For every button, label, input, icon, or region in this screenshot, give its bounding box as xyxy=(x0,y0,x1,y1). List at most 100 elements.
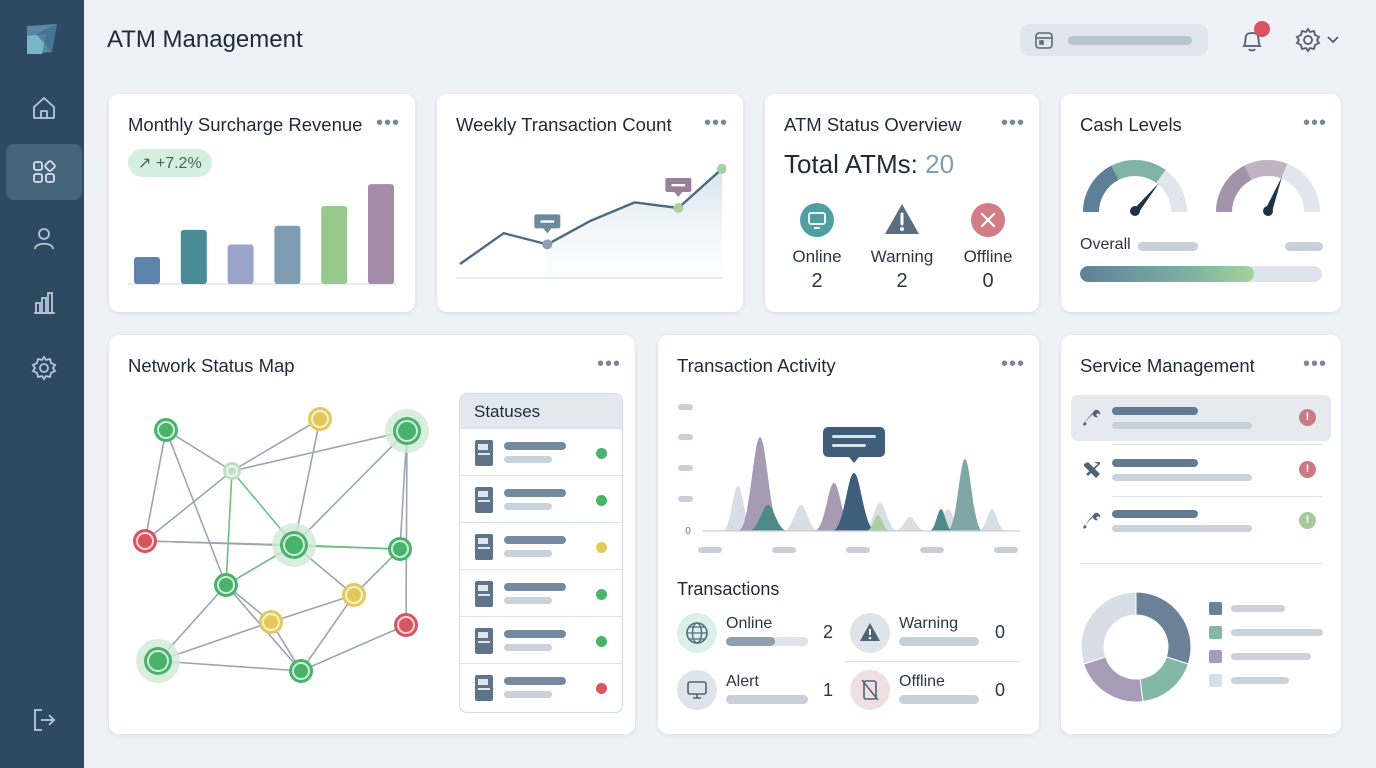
more-options-icon[interactable]: ••• xyxy=(376,112,401,134)
y-axis-zero: 0 xyxy=(685,526,691,537)
weekly-line-chart xyxy=(456,163,726,279)
network-link xyxy=(300,594,355,672)
status-row-subbar xyxy=(504,503,552,510)
tx-online-bar xyxy=(726,637,808,646)
status-online-label: Online xyxy=(792,247,842,266)
network-node-ring xyxy=(345,586,363,604)
service-item[interactable]: ! xyxy=(1071,447,1331,493)
more-options-icon[interactable]: ••• xyxy=(704,112,729,134)
status-row-bar xyxy=(504,536,566,544)
x-tick xyxy=(846,547,870,553)
gauge-hub xyxy=(1263,206,1273,216)
network-link xyxy=(293,430,408,546)
weekly-tooltip-tail xyxy=(674,192,683,197)
warning-icon xyxy=(885,204,919,234)
x-tick xyxy=(920,547,944,553)
sidebar-item-reports[interactable] xyxy=(6,274,82,330)
weekly-tooltip-line xyxy=(540,220,555,223)
sidebar-item-home[interactable] xyxy=(6,80,82,136)
card-title: ATM Status Overview xyxy=(784,114,962,135)
cash-gauge xyxy=(1216,160,1320,216)
logout-icon xyxy=(34,709,56,731)
more-options-icon[interactable]: ••• xyxy=(597,353,622,375)
atm-icon xyxy=(475,440,493,466)
activity-peak xyxy=(832,473,876,531)
close-icon xyxy=(971,203,1005,237)
status-row[interactable] xyxy=(460,522,622,569)
network-link xyxy=(157,660,302,672)
logout-button[interactable] xyxy=(6,692,82,748)
atm-icon xyxy=(475,581,493,607)
legend-bar xyxy=(1231,629,1323,636)
card-title: Weekly Transaction Count xyxy=(456,114,672,135)
more-options-icon[interactable]: ••• xyxy=(1001,112,1026,134)
gauge-fill xyxy=(1244,160,1288,181)
more-options-icon[interactable]: ••• xyxy=(1001,353,1026,375)
atm-icon xyxy=(475,675,493,701)
revenue-card: Monthly Surcharge Revenue ••• ↗ +7.2% xyxy=(109,94,415,312)
status-row[interactable] xyxy=(460,663,622,710)
settings-gear-icon[interactable] xyxy=(1294,26,1322,54)
app-logo[interactable] xyxy=(24,22,60,56)
service-item-bar xyxy=(1112,459,1198,467)
wrench-icon xyxy=(1083,512,1101,529)
tx-online-value: 2 xyxy=(823,622,834,642)
activity-tooltip-line xyxy=(832,435,876,438)
status-dot xyxy=(596,683,607,694)
legend-bar xyxy=(1231,653,1311,660)
tx-warning-label: Warning xyxy=(899,615,958,632)
date-search-field[interactable] xyxy=(1020,24,1208,56)
search-placeholder-bar xyxy=(1068,36,1192,45)
more-options-icon[interactable]: ••• xyxy=(1303,112,1328,134)
tx-alert-value: 1 xyxy=(823,680,834,700)
status-row[interactable] xyxy=(460,475,622,522)
status-offline-value: 0 xyxy=(982,270,994,292)
network-link xyxy=(405,430,408,626)
network-node xyxy=(223,462,241,480)
status-dot xyxy=(596,495,607,506)
network-link xyxy=(165,429,233,472)
status-row-bar xyxy=(504,489,566,497)
total-atms: Total ATMs: 20 xyxy=(784,149,954,180)
bell-icon[interactable] xyxy=(1238,26,1266,54)
service-item[interactable]: ! xyxy=(1071,395,1331,441)
tools-icon xyxy=(1084,462,1100,478)
gauge-fill xyxy=(1216,165,1253,213)
sidebar-item-users[interactable] xyxy=(6,210,82,266)
gauge-needle xyxy=(1264,176,1282,212)
chevron-down-icon[interactable] xyxy=(1326,33,1340,47)
legend-swatch xyxy=(1209,602,1222,615)
network-card: Network Status Map ••• Statuses xyxy=(109,335,635,734)
total-atms-value: 20 xyxy=(925,149,955,179)
status-row-bar xyxy=(504,677,566,685)
x-tick xyxy=(698,547,722,553)
service-item-bar xyxy=(1112,407,1198,415)
revenue-bar-chart xyxy=(128,184,396,285)
status-row[interactable] xyxy=(460,616,622,663)
y-tick xyxy=(678,434,693,440)
divider xyxy=(1080,563,1322,564)
status-row[interactable] xyxy=(460,569,622,616)
network-link xyxy=(231,430,408,472)
network-map xyxy=(133,407,429,683)
status-row[interactable] xyxy=(460,428,622,475)
status-dot xyxy=(596,589,607,600)
statuses-title: Statuses xyxy=(460,394,622,428)
network-link xyxy=(144,429,167,542)
x-tick xyxy=(994,547,1018,553)
transactions-title: Transactions xyxy=(677,579,780,599)
service-item[interactable]: ! xyxy=(1071,498,1331,544)
activity-card: Transaction Activity ••• 0 Transactions … xyxy=(658,335,1039,734)
donut-legend-item xyxy=(1209,626,1329,640)
legend-bar xyxy=(1231,605,1285,612)
weekly-point xyxy=(717,163,726,174)
sidebar-item-dashboard[interactable] xyxy=(6,144,82,200)
divider xyxy=(1112,496,1322,497)
calendar-icon xyxy=(1035,32,1053,49)
tx-alert-label: Alert xyxy=(726,673,759,690)
sidebar-item-settings[interactable] xyxy=(6,340,82,396)
network-node-ring xyxy=(147,650,169,672)
network-node-ring xyxy=(311,410,329,428)
activity-peak xyxy=(748,505,788,531)
more-options-icon[interactable]: ••• xyxy=(1303,353,1328,375)
